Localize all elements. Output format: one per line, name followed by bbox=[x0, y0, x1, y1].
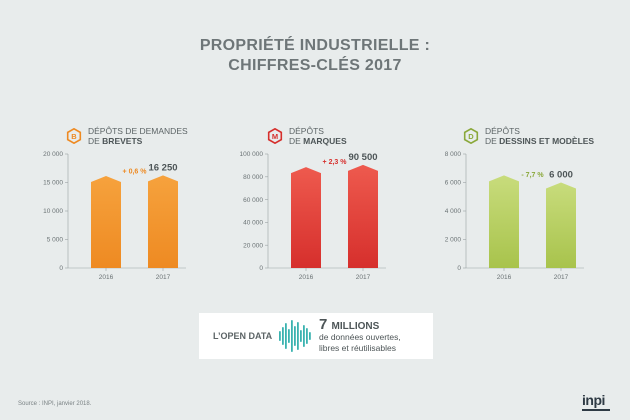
bar-2016 bbox=[291, 167, 321, 268]
change-label: - 7,7 % bbox=[521, 172, 544, 179]
wave-bar bbox=[309, 332, 311, 340]
wave-bar bbox=[282, 327, 284, 345]
wave-bar bbox=[306, 328, 308, 344]
x-tick-label: 2017 bbox=[554, 274, 569, 281]
chart-marques: 0 20 000 40 000 60 000 80 000 100 000 2016 2017… bbox=[240, 151, 386, 281]
wave-bar bbox=[285, 323, 287, 349]
bar-2016 bbox=[489, 175, 519, 268]
open-data-box: L’OPEN DATA 7 MILLIONS de données ouvert… bbox=[199, 313, 433, 359]
bar-2017 bbox=[148, 175, 178, 268]
bar-2016 bbox=[91, 175, 121, 268]
y-tick-label: 10 000 bbox=[43, 208, 63, 215]
chart-dessins: 0 2 000 4 000 6 000 8 000 2016 2017 6 000 - 7,7 … bbox=[445, 151, 584, 281]
x-tick-label: 2016 bbox=[299, 274, 314, 281]
header-line-2: DE DESSINS ET MODÈLES bbox=[485, 136, 595, 146]
open-data-text: 7 MILLIONS de données ouvertes, libres e… bbox=[319, 315, 401, 354]
logo-underline bbox=[582, 409, 610, 411]
wave-bar bbox=[300, 330, 302, 342]
chart-brevets: 0 5 000 10 000 15 000 20 000 2016 2017 16 250+ … bbox=[43, 151, 186, 281]
open-data-line-1: de données ouvertes, bbox=[319, 331, 401, 342]
y-tick-label: 20 000 bbox=[243, 242, 263, 249]
value-label: 16 250 bbox=[148, 162, 177, 173]
hexagon-b-icon: B bbox=[66, 128, 82, 144]
panel-header-text: DÉPÔTS DE DEMANDES DE BREVETS bbox=[88, 126, 188, 147]
wave-bar bbox=[297, 322, 299, 350]
panel-header-text: DÉPÔTS DE DESSINS ET MODÈLES bbox=[485, 126, 594, 147]
sound-wave-icon bbox=[279, 320, 311, 352]
x-tick-label: 2017 bbox=[356, 274, 371, 281]
open-data-unit: MILLIONS bbox=[331, 320, 380, 332]
panel-header-marques: M DÉPÔTS DE MARQUES bbox=[267, 121, 347, 151]
y-tick-label: 80 000 bbox=[243, 174, 263, 181]
open-data-line-2: libres et réutilisables bbox=[319, 342, 397, 353]
y-tick-label: 5 000 bbox=[47, 237, 64, 244]
panel-header-dessins: D DÉPÔTS DE DESSINS ET MODÈLES bbox=[463, 121, 594, 151]
open-data-figure: 7 MILLIONS bbox=[319, 315, 401, 333]
y-tick-label: 4 000 bbox=[445, 208, 462, 215]
title-line-1: PROPRIÉTÉ INDUSTRIELLE : bbox=[199, 37, 431, 54]
wave-bar bbox=[303, 325, 305, 347]
wave-bar bbox=[291, 320, 293, 352]
page-title: PROPRIÉTÉ INDUSTRIELLE : CHIFFRES-CLÉS 2… bbox=[0, 36, 630, 76]
title-line-2: CHIFFRES-CLÉS 2017 bbox=[228, 57, 402, 74]
change-label: + 2,3 % bbox=[323, 159, 348, 166]
bar-2017 bbox=[348, 164, 378, 268]
header-line-1: DÉPÔTS DE DEMANDES bbox=[88, 125, 188, 136]
y-tick-label: 2 000 bbox=[445, 237, 462, 244]
badge-letter: D bbox=[468, 132, 474, 141]
panel-header-brevets: B DÉPÔTS DE DEMANDES DE BREVETS bbox=[66, 121, 188, 151]
y-tick-label: 8 000 bbox=[445, 151, 462, 158]
wave-bar bbox=[279, 331, 281, 341]
source-note: Source : INPI, janvier 2018. bbox=[18, 401, 92, 407]
y-tick-label: 40 000 bbox=[243, 220, 263, 227]
panel-header-text: DÉPÔTS DE MARQUES bbox=[289, 126, 347, 147]
value-label: 90 500 bbox=[348, 152, 377, 163]
badge-letter: M bbox=[272, 132, 278, 141]
header-line-1: DÉPÔTS bbox=[289, 125, 324, 136]
hexagon-d-icon: D bbox=[463, 128, 479, 144]
y-tick-label: 0 bbox=[259, 265, 263, 272]
y-tick-label: 6 000 bbox=[445, 180, 462, 187]
badge-letter: B bbox=[71, 132, 77, 141]
wave-bar bbox=[294, 326, 296, 346]
y-tick-label: 20 000 bbox=[43, 151, 63, 158]
y-tick-label: 60 000 bbox=[243, 197, 263, 204]
open-data-number: 7 bbox=[319, 315, 328, 333]
x-tick-label: 2016 bbox=[497, 274, 512, 281]
y-tick-label: 0 bbox=[457, 265, 461, 272]
y-tick-label: 100 000 bbox=[240, 151, 264, 158]
hexagon-m-icon: M bbox=[267, 128, 283, 144]
change-label: + 0,6 % bbox=[123, 169, 148, 176]
open-data-label: L’OPEN DATA bbox=[213, 331, 273, 341]
bar-2017 bbox=[546, 182, 576, 268]
header-line-1: DÉPÔTS bbox=[485, 125, 520, 136]
x-tick-label: 2017 bbox=[156, 274, 171, 281]
header-line-2: DE BREVETS bbox=[88, 136, 143, 146]
y-tick-label: 15 000 bbox=[43, 180, 63, 187]
inpi-logo: inpi bbox=[582, 392, 605, 408]
wave-bar bbox=[288, 329, 290, 343]
header-line-2: DE MARQUES bbox=[289, 136, 347, 146]
x-tick-label: 2016 bbox=[99, 274, 114, 281]
value-label: 6 000 bbox=[549, 170, 573, 181]
y-tick-label: 0 bbox=[59, 265, 63, 272]
